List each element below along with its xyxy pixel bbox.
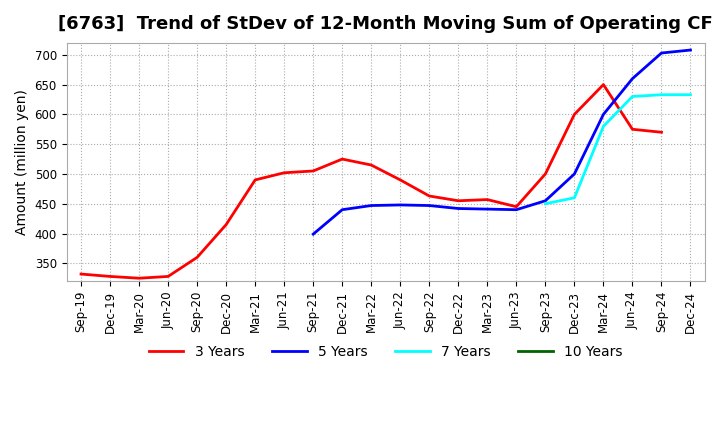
7 Years: [570, 195, 579, 201]
5 Years: [396, 202, 405, 208]
3 Years: [657, 130, 666, 135]
Legend: 3 Years, 5 Years, 7 Years, 10 Years: 3 Years, 5 Years, 7 Years, 10 Years: [143, 340, 629, 365]
5 Years: [570, 171, 579, 176]
3 Years: [106, 274, 114, 279]
3 Years: [280, 170, 289, 176]
3 Years: [163, 274, 172, 279]
7 Years: [686, 92, 695, 97]
5 Years: [657, 50, 666, 55]
3 Years: [193, 255, 202, 260]
5 Years: [338, 207, 346, 213]
Line: 5 Years: 5 Years: [313, 50, 690, 234]
3 Years: [454, 198, 463, 203]
7 Years: [657, 92, 666, 97]
5 Years: [628, 76, 636, 81]
7 Years: [628, 94, 636, 99]
3 Years: [251, 177, 259, 183]
3 Years: [309, 169, 318, 174]
Line: 3 Years: 3 Years: [81, 84, 662, 278]
3 Years: [367, 162, 376, 168]
5 Years: [425, 203, 433, 208]
7 Years: [599, 124, 608, 129]
5 Years: [483, 206, 492, 212]
3 Years: [541, 171, 549, 176]
3 Years: [512, 204, 521, 209]
3 Years: [628, 127, 636, 132]
3 Years: [396, 177, 405, 183]
3 Years: [135, 275, 143, 281]
3 Years: [570, 112, 579, 117]
5 Years: [454, 206, 463, 211]
3 Years: [483, 197, 492, 202]
5 Years: [367, 203, 376, 208]
3 Years: [338, 157, 346, 162]
Line: 7 Years: 7 Years: [545, 95, 690, 204]
3 Years: [222, 222, 230, 227]
3 Years: [77, 271, 86, 277]
5 Years: [512, 207, 521, 213]
5 Years: [686, 48, 695, 53]
3 Years: [599, 82, 608, 87]
5 Years: [541, 198, 549, 203]
5 Years: [599, 112, 608, 117]
5 Years: [309, 231, 318, 237]
Y-axis label: Amount (million yen): Amount (million yen): [15, 89, 29, 235]
3 Years: [425, 193, 433, 198]
Title: [6763]  Trend of StDev of 12-Month Moving Sum of Operating CF: [6763] Trend of StDev of 12-Month Moving…: [58, 15, 713, 33]
7 Years: [541, 201, 549, 206]
